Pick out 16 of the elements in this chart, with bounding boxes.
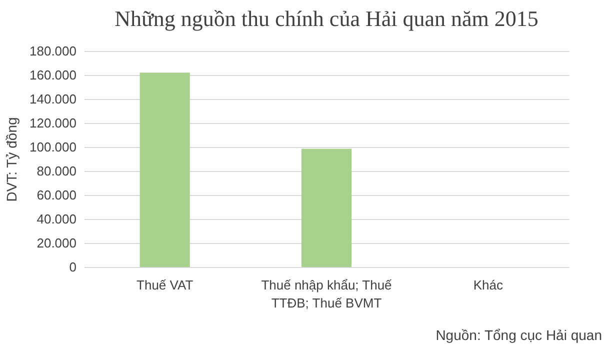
x-tick-label: Thuế VAT	[136, 278, 194, 292]
x-tick-label: Khác	[473, 278, 504, 292]
y-tick-label: 20.000	[36, 236, 76, 250]
y-tick-label: 160.000	[30, 68, 76, 82]
y-tick-label: 180.000	[30, 44, 76, 58]
y-tick-label: 60.000	[36, 188, 76, 202]
text: Nguồn: Tổng cục Hải quan	[436, 327, 602, 343]
y-tick-label: 140.000	[30, 92, 76, 106]
y-tick-label: 0	[69, 260, 76, 274]
y-tick-label: 40.000	[36, 212, 76, 226]
chart-title: Những nguồn thu chính của Hải quan năm 2015	[114, 6, 538, 31]
y-axis-title: DVT: Tỷ đồng	[4, 117, 20, 202]
y-tick-label: 100.000	[30, 140, 76, 154]
y-tick-label: 120.000	[30, 116, 76, 130]
y-tick-label: 80.000	[36, 164, 76, 178]
x-tick-label: Thuế nhập khẩu; Thuế TTĐB; Thuế BVMT	[261, 278, 393, 310]
